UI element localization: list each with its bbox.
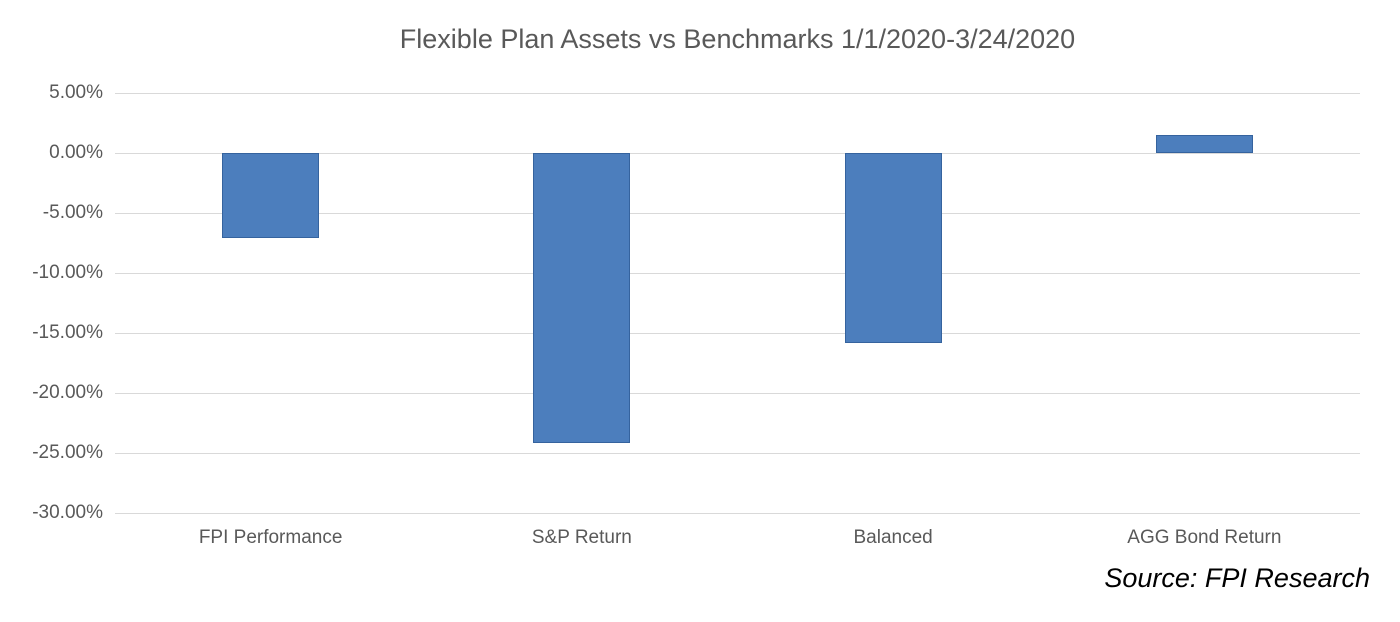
- bar-s-p-return: [533, 153, 631, 444]
- bar-fpi-performance: [222, 153, 320, 239]
- gridline: [115, 453, 1360, 454]
- y-axis-tick-label: -5.00%: [42, 202, 103, 223]
- gridline: [115, 93, 1360, 94]
- chart-title: Flexible Plan Assets vs Benchmarks 1/1/2…: [399, 24, 1076, 54]
- source-note: Source: FPI Research: [1104, 563, 1370, 593]
- bar-agg-bond-return: [1155, 135, 1253, 153]
- y-axis-tick-label: -15.00%: [32, 322, 103, 343]
- gridline: [115, 273, 1360, 274]
- gridline: [115, 333, 1360, 334]
- y-axis-tick-label: -10.00%: [32, 262, 103, 283]
- gridline: [115, 213, 1360, 214]
- y-axis-tick-label: 5.00%: [49, 82, 103, 103]
- y-axis-tick-label: -25.00%: [32, 442, 103, 463]
- gridline: [115, 513, 1360, 514]
- bar-balanced: [844, 153, 942, 343]
- x-axis-category-label: AGG Bond Return: [1127, 527, 1282, 548]
- x-axis-category-label: FPI Performance: [198, 527, 343, 548]
- gridline: [115, 153, 1360, 154]
- x-axis-category-label: S&P Return: [531, 527, 632, 548]
- y-axis-tick-label: 0.00%: [49, 142, 103, 163]
- y-axis-tick-label: -30.00%: [32, 502, 103, 523]
- gridline: [115, 393, 1360, 394]
- x-axis-category-label: Balanced: [853, 527, 933, 548]
- y-axis-tick-label: -20.00%: [32, 382, 103, 403]
